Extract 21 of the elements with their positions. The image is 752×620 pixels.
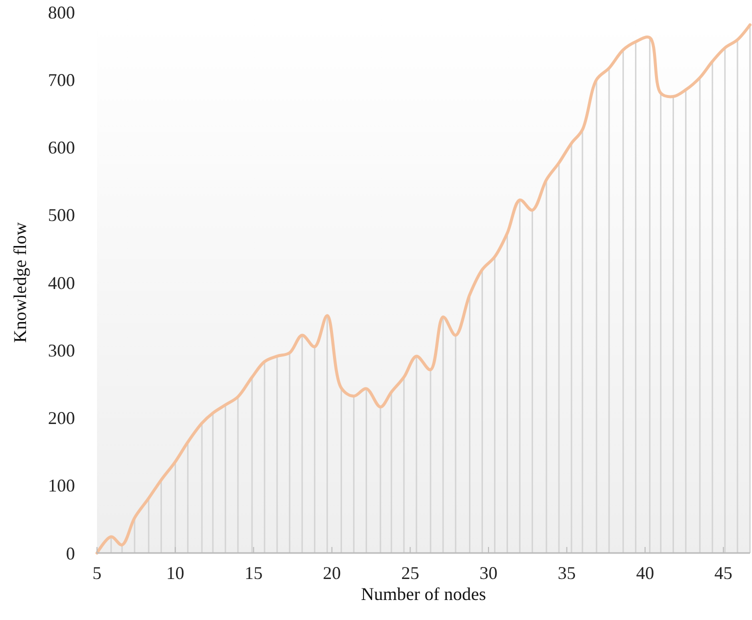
x-tick-label: 45 <box>714 563 732 583</box>
y-tick-label: 800 <box>48 2 75 22</box>
x-tick-label: 15 <box>244 563 263 583</box>
y-tick-label: 300 <box>48 340 75 360</box>
y-tick-label: 100 <box>48 476 75 496</box>
y-axis-title: Knowledge flow <box>10 222 30 343</box>
y-tick-label: 700 <box>48 70 75 90</box>
x-tick-label: 10 <box>166 563 184 583</box>
y-tick-label: 200 <box>48 408 75 428</box>
y-tick-label: 600 <box>48 138 75 158</box>
x-tick-label: 20 <box>322 563 341 583</box>
x-tick-label: 40 <box>636 563 654 583</box>
x-tick-label: 30 <box>479 563 498 583</box>
x-tick-label: 35 <box>558 563 576 583</box>
y-tick-label: 400 <box>48 272 75 293</box>
line-series <box>96 23 752 554</box>
x-tick-label: 5 <box>92 563 102 583</box>
y-tick-label: 500 <box>48 205 75 226</box>
x-tick-label: 25 <box>401 563 420 583</box>
y-tick-label: 0 <box>66 543 75 564</box>
x-axis-title: Number of nodes <box>361 584 486 604</box>
